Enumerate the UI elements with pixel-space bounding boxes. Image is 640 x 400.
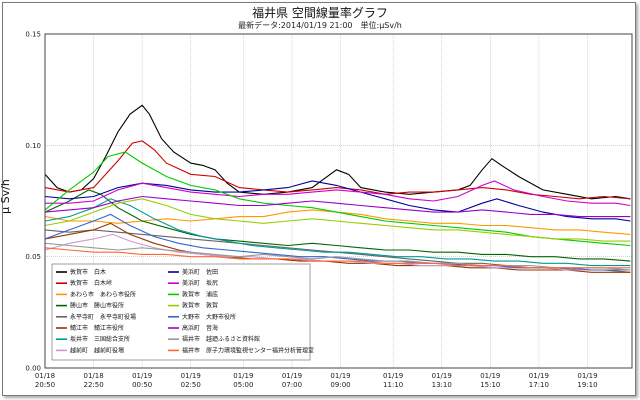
legend-label: 坂井市 三国総合支所 [70,335,130,343]
x-tick-time: 19:10 [577,381,597,389]
series-line [44,195,631,218]
x-axis-ticks: 01/1820:5001/1822:5001/1900:5001/1902:50… [35,372,598,389]
y-tick-label: 0.10 [25,142,41,150]
x-tick-time: 00:50 [132,381,152,389]
x-tick-date: 01/19 [480,372,500,380]
x-tick-time: 11:10 [383,381,403,389]
legend-box [51,263,311,361]
legend-label: 敦賀市 浦底 [182,290,218,298]
x-tick-date: 01/19 [577,372,597,380]
legend-label: 大野市 大野市役所 [182,313,236,321]
chart-subtitle: 最新データ:2014/01/19 21:00 単位:μSv/h [238,21,402,30]
x-tick-time: 20:50 [35,381,55,389]
x-tick-time: 05:00 [233,381,253,389]
x-tick-date: 01/18 [83,372,103,380]
series-line [44,209,631,235]
chart-title: 福井県 空間線量率グラフ [252,6,388,20]
y-tick-label: 0.05 [25,253,41,261]
series-line [44,213,631,271]
x-tick-date: 01/19 [432,372,452,380]
x-tick-time: 02:50 [181,381,201,389]
legend-label: 福井市 越廼ふるさと資料館 [182,335,260,343]
legend-label: 永平寺町 永平寺町役場 [70,313,136,321]
x-tick-date: 01/19 [529,372,549,380]
legend-label: 越前町 越前町役場 [70,346,124,354]
legend-label: 鯖江市 鯖江市役所 [70,324,124,332]
x-tick-time: 22:50 [83,381,103,389]
legend-label: 敦賀市 白木峠 [70,279,112,287]
legend-label: 敦賀市 白木 [70,268,106,276]
legend-label: あわら市 あわら市役所 [70,290,136,298]
x-tick-time: 15:10 [480,381,500,389]
x-tick-date: 01/19 [330,372,350,380]
series-line [44,189,631,262]
legend-label: 美浜町 佐田 [182,268,218,276]
x-tick-date: 01/19 [181,372,201,380]
series-lines [44,104,631,273]
x-tick-date: 01/18 [35,372,55,380]
x-tick-time: 17:10 [529,381,549,389]
legend-label: 勝山市 勝山市役所 [70,302,124,310]
legend-label: 敦賀市 敦賀 [182,302,218,310]
x-tick-time: 07:00 [282,381,302,389]
y-tick-label: 0.15 [25,31,41,39]
legend-label: 美浜町 坂尻 [182,279,218,287]
x-tick-date: 01/19 [132,372,152,380]
y-axis-ticks: 0.00 0.05 0.10 0.15 [25,31,41,373]
series-line [44,242,631,271]
series-line [44,198,631,267]
legend-label: 福井市 原子力環境監視センター福井分析管理室 [182,346,314,354]
series-line [45,180,631,207]
x-tick-date: 01/19 [383,372,403,380]
x-tick-time: 13:10 [432,381,452,389]
legend-label: 高浜町 音海 [182,324,218,332]
plot-area [44,33,633,369]
series-line [44,198,631,242]
y-tick-label: 0.00 [25,365,41,373]
series-line [44,140,631,200]
x-tick-date: 01/19 [233,372,253,380]
series-line [44,104,631,200]
x-tick-date: 01/19 [282,372,302,380]
x-tick-time: 09:00 [330,381,350,389]
series-line [44,247,631,269]
